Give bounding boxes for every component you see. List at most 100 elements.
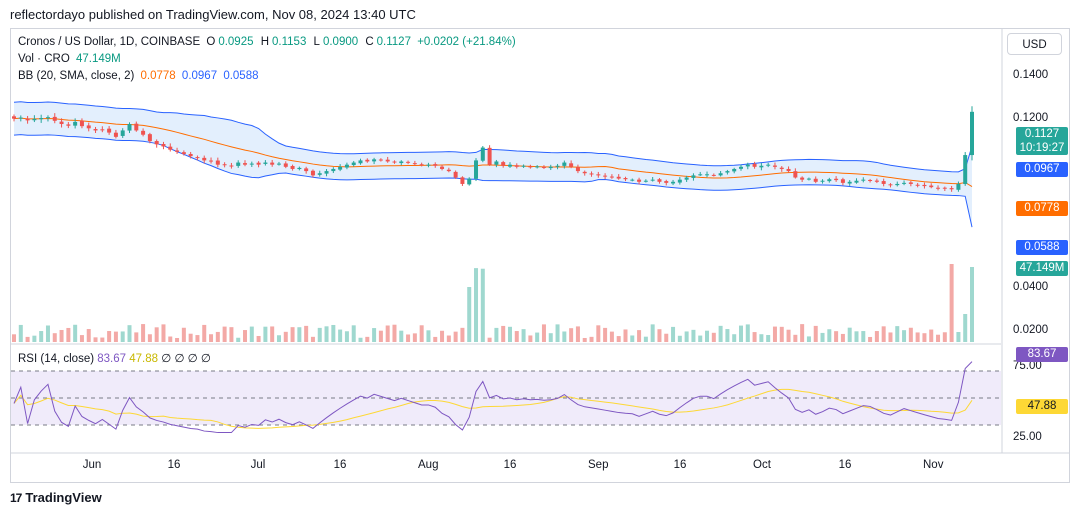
rsi-label[interactable]: RSI (14, close) [18,353,95,365]
candle-body [677,179,682,183]
candle-body [52,116,57,121]
candle-body [929,185,934,188]
volume-bar [874,331,879,342]
bb-label[interactable]: BB (20, SMA, close, 2) [18,70,135,82]
bb-basis-line [13,117,973,187]
symbol-label[interactable]: Cronos / US Dollar, 1D, COINBASE [18,36,201,48]
currency-button[interactable]: USD [1007,33,1062,55]
rsi-ma-value: 47.88 [129,353,159,365]
candle-body [324,171,329,174]
volume-bar [637,330,642,342]
time-tick: Jun [82,459,102,471]
candle-body [915,184,920,186]
rsi-tick: 75.00 [1013,360,1042,372]
candle-body [283,163,288,167]
bb-lower-tag: 0.0588 [1016,240,1068,255]
price-legend: Cronos / US Dollar, 1D, COINBASE O 0.0925… [18,36,519,48]
volume-bar [243,330,248,342]
candle-body [507,164,512,167]
candle-body [514,165,519,167]
volume-bar [752,332,757,342]
volume-bar [562,331,567,342]
candle-body [820,180,825,182]
volume-bar [501,325,506,342]
tradingview-brand[interactable]: 17 TradingView [10,490,102,505]
rsi-extra-values: ∅ ∅ ∅ ∅ [161,353,211,365]
candle-body [406,161,411,163]
candle-body [419,164,424,166]
candle-body [433,164,438,166]
volume-bar [147,334,152,342]
volume-bar [392,324,397,342]
volume-bar [575,326,580,342]
volume-label[interactable]: Vol · CRO [18,53,70,65]
publish-header: reflectordayo published on TradingView.c… [10,7,416,22]
volume-bar [127,325,132,342]
candle-body [338,166,343,170]
candle-body [834,178,839,181]
candle-body [779,167,784,169]
volume-bar [779,326,784,342]
candle-body [215,160,220,165]
volume-bar [970,267,974,342]
volume-bar [276,335,281,342]
volume-tag: 47.149M [1016,261,1068,276]
volume-bar [772,326,777,342]
close-label: C [365,36,374,48]
volume-bar [372,328,377,342]
candle-body [141,130,146,135]
candle-body [372,159,377,162]
volume-bar [759,334,764,342]
candle-body [202,157,207,161]
volume-bar [310,336,315,342]
candle-body [460,177,465,184]
candle-body [107,128,112,133]
volume-bar [229,327,234,342]
volume-bar [270,326,275,342]
rsi-line [13,361,973,434]
candle-body [243,163,248,165]
volume-bar [840,333,845,342]
candle-body [793,171,798,178]
volume-legend: Vol · CRO 47.149M [18,53,124,65]
volume-bar [806,336,811,342]
candle-body [637,179,642,182]
volume-bar [168,336,173,342]
volume-bar [161,324,166,342]
candle-body [643,180,648,182]
bb-legend: BB (20, SMA, close, 2) 0.0778 0.0967 0.0… [18,70,262,82]
candle-body [147,134,152,142]
volume-bar [32,335,37,342]
time-tick: 16 [838,459,852,471]
volume-bar [18,324,23,342]
candle-body [949,188,954,190]
volume-bar [283,331,288,342]
volume-bar [351,325,356,342]
candle-body [487,147,492,165]
last-price-value: 0.1127 [1024,128,1060,140]
candle-body [963,155,968,185]
candle-body [902,182,907,184]
candle-body [18,117,23,119]
volume-bar [467,287,472,342]
volume-bar [813,325,818,342]
candle-body [827,179,832,182]
volume-bar [12,334,16,342]
candle-body [922,184,927,187]
rsi-legend: RSI (14, close) 83.67 47.88 ∅ ∅ ∅ ∅ [18,351,211,365]
volume-bar [195,335,200,342]
volume-bar [535,332,540,342]
time-tick: Sep [588,459,609,471]
volume-bar [474,268,479,342]
volume-bar [664,333,669,342]
volume-bar [514,331,519,342]
volume-bar [154,327,159,342]
candle-body [623,178,628,180]
volume-bar [399,330,404,342]
volume-bar [725,329,730,342]
volume-bar [922,333,927,342]
volume-bar [596,325,601,342]
countdown-value: 10:19:27 [1019,142,1065,154]
volume-bar [589,336,594,342]
